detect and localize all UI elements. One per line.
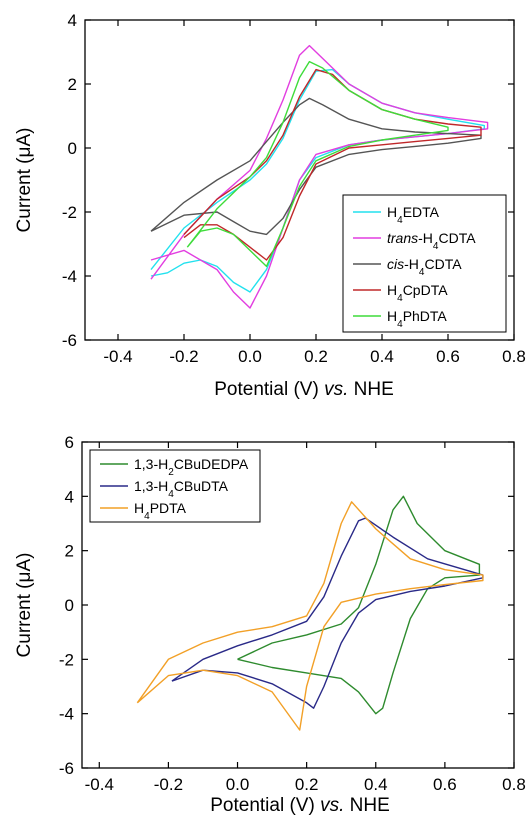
series-line-4 xyxy=(186,60,449,268)
y-axis-label: Current (μA) xyxy=(14,128,35,233)
x-tick-label: -0.2 xyxy=(154,775,183,794)
y-tick-label: 0 xyxy=(68,139,77,158)
chart-bottom: -0.4 -0.2 0.0 0.2 0.4 0.6 0.8 -6 -4 -2 0 2 4 6 1,3-H… xyxy=(14,433,526,816)
y-tick-label: 4 xyxy=(65,487,74,506)
x-axis-label: Potential (V) vs. NHE xyxy=(214,379,394,400)
chart-top: -0.4 -0.2 0.0 0.2 0.4 0.6 0.8 -6 -4 -2 0 2 4 H4EDTA… xyxy=(14,11,526,400)
series-line-2 xyxy=(136,501,484,731)
y-tick-label: -2 xyxy=(62,203,77,222)
y-tick-label: 2 xyxy=(68,75,77,94)
x-tick-label: -0.4 xyxy=(85,775,114,794)
y-tick-label: -4 xyxy=(59,705,74,724)
x-tick-label: -0.2 xyxy=(169,347,198,366)
legend-label: 1,3-H4CBuDTA xyxy=(134,478,229,500)
x-tick-label: 0.2 xyxy=(304,347,328,366)
legend-label: trans-H4CDTA xyxy=(387,230,476,252)
legend-box: H4EDTA trans-H4CDTA cis-H4CDTA H4CpDTA H4PhD… xyxy=(342,194,507,333)
x-tick-label: 0.8 xyxy=(502,775,526,794)
y-tick-label: -6 xyxy=(59,759,74,778)
plot-area-frame xyxy=(84,19,515,341)
x-tick-label: 0.2 xyxy=(295,775,319,794)
x-tick-label: 0.6 xyxy=(436,347,460,366)
series-layer xyxy=(136,495,484,731)
legend-label: H4PDTA xyxy=(134,500,187,522)
series-line-3 xyxy=(183,68,482,261)
series-line-2 xyxy=(150,97,482,236)
series-line-1 xyxy=(150,44,489,309)
x-ticks: -0.4 -0.2 0.0 0.2 0.4 0.6 0.8 xyxy=(103,20,526,366)
legend-label: H4PhDTA xyxy=(387,308,447,330)
x-tick-label: 0.6 xyxy=(433,775,457,794)
x-axis-label: Potential (V) vs. NHE xyxy=(210,795,390,816)
x-tick-label: 0.4 xyxy=(364,775,388,794)
x-tick-label: -0.4 xyxy=(103,347,132,366)
y-tick-label: 6 xyxy=(65,433,74,452)
y-tick-label: -6 xyxy=(62,331,77,350)
series-layer xyxy=(150,44,489,309)
y-tick-label: 4 xyxy=(68,11,77,30)
legend-label: 1,3-H2CBuDEDPA xyxy=(134,456,249,478)
y-axis-label: Current (μA) xyxy=(14,553,35,658)
y-ticks: -6 -4 -2 0 2 4 xyxy=(62,11,514,350)
legend-label: H4CpDTA xyxy=(387,282,448,304)
x-ticks: -0.4 -0.2 0.0 0.2 0.4 0.6 0.8 xyxy=(85,442,526,794)
y-ticks: -6 -4 -2 0 2 4 6 xyxy=(59,433,514,778)
y-tick-label: -4 xyxy=(62,267,77,286)
x-tick-label: 0.4 xyxy=(370,347,394,366)
legend-label: cis-H4CDTA xyxy=(387,256,462,278)
x-tick-label: 0.8 xyxy=(502,347,526,366)
y-tick-label: 2 xyxy=(65,542,74,561)
x-tick-label: 0.0 xyxy=(238,347,262,366)
series-line-1 xyxy=(171,517,484,709)
x-tick-label: 0.0 xyxy=(226,775,250,794)
y-tick-label: 0 xyxy=(65,596,74,615)
legend-label: H4EDTA xyxy=(387,204,440,226)
series-line-0 xyxy=(237,495,481,715)
y-tick-label: -2 xyxy=(59,650,74,669)
